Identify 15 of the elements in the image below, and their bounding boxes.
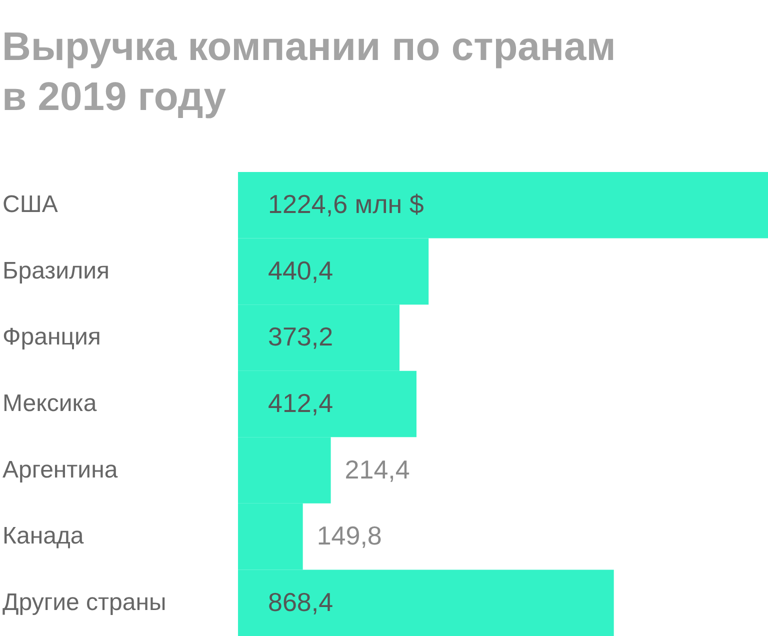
y-tick-label: Бразилия <box>2 257 110 284</box>
chart-title: Выручка компании по странам в 2019 году <box>2 25 616 119</box>
data-label: 149,8 <box>316 520 382 551</box>
data-label: 868,4 <box>268 586 334 617</box>
y-tick-label: Аргентина <box>2 456 118 484</box>
y-tick-label: Канада <box>2 522 84 550</box>
data-label: 373,2 <box>268 322 334 352</box>
data-label: 214,4 <box>344 454 410 484</box>
y-tick-label: Другие страны <box>2 588 166 616</box>
data-label: 1224,6 млн $ <box>268 189 424 220</box>
y-tick-label: Мексика <box>2 390 98 417</box>
data-label: 412,4 <box>268 388 334 418</box>
y-tick-label: Франция <box>2 324 101 351</box>
y-tick-label: США <box>2 191 58 218</box>
data-label: 440,4 <box>268 255 334 286</box>
